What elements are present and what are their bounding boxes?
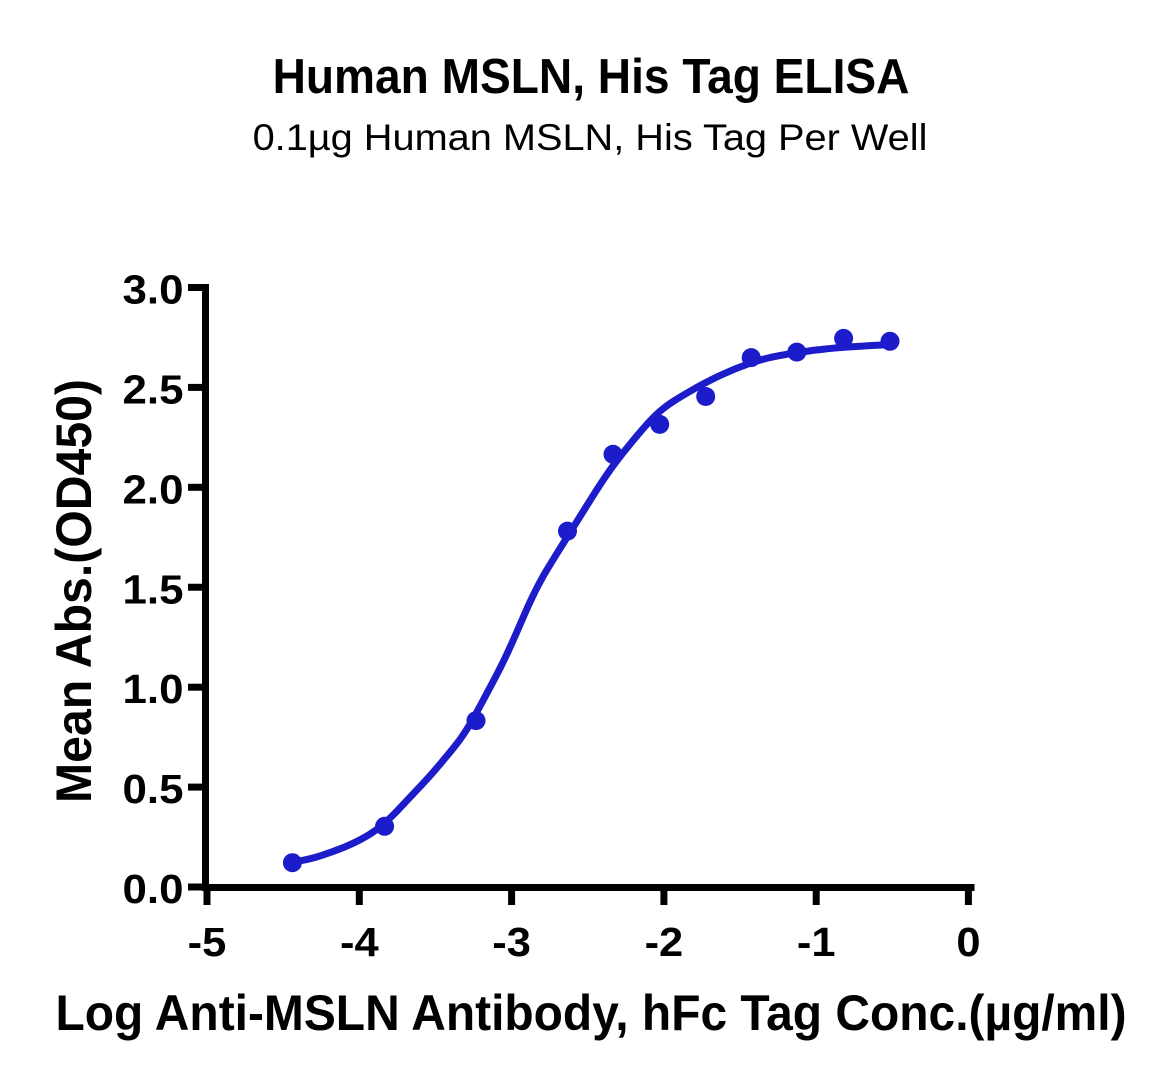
- svg-text:1.0: 1.0: [123, 667, 184, 712]
- svg-text:Human MSLN, His Tag ELISA: Human MSLN, His Tag ELISA: [273, 50, 910, 105]
- svg-text:0.5: 0.5: [123, 766, 184, 811]
- svg-text:1.5: 1.5: [123, 567, 184, 612]
- svg-text:2.5: 2.5: [123, 367, 184, 412]
- svg-text:3.0: 3.0: [123, 267, 184, 312]
- svg-text:2.0: 2.0: [123, 467, 184, 512]
- svg-text:Mean Abs.(OD450): Mean Abs.(OD450): [47, 379, 102, 803]
- svg-text:-3: -3: [492, 919, 531, 965]
- svg-text:-5: -5: [188, 919, 227, 965]
- svg-text:Log Anti-MSLN Antibody, hFc Ta: Log Anti-MSLN Antibody, hFc Tag Conc.(µg…: [55, 986, 1126, 1041]
- svg-text:0.0: 0.0: [123, 866, 184, 911]
- svg-text:0: 0: [956, 919, 980, 965]
- svg-text:-2: -2: [645, 919, 684, 965]
- svg-text:0.1µg Human MSLN, His Tag Per: 0.1µg Human MSLN, His Tag Per Well: [253, 117, 928, 158]
- svg-text:-4: -4: [340, 919, 379, 965]
- svg-text:-1: -1: [797, 919, 836, 965]
